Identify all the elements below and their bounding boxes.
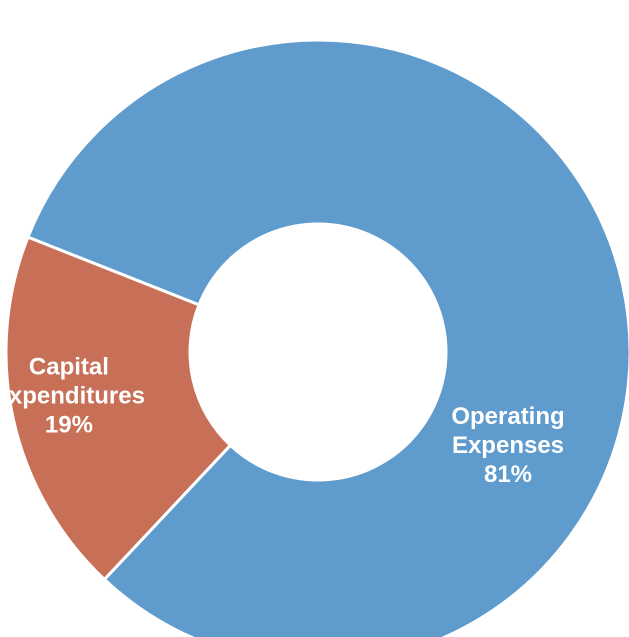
slice-name-line: Expenses [452, 432, 564, 459]
slice-capital-expenditures [4, 235, 233, 582]
slice-percent: 19% [45, 411, 93, 438]
slice-name-line: Capital [29, 353, 109, 380]
slice-label-operating-expenses: Operating Expenses 81% [451, 403, 564, 488]
slice-operating-expenses [25, 38, 629, 637]
slice-name-line: Expenditures [0, 382, 145, 409]
slice-name-line: Operating [451, 403, 564, 430]
slice-label-capital-expenditures: Capital Expenditures 19% [0, 353, 145, 438]
slice-percent: 81% [484, 461, 532, 488]
donut-slices [4, 38, 629, 637]
slice-labels: Operating Expenses 81% Capital Expenditures 1… [0, 353, 565, 488]
